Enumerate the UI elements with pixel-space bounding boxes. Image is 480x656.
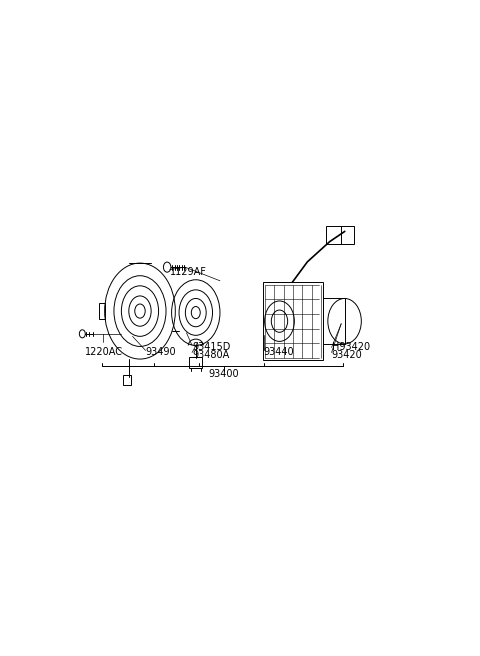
Bar	[189, 357, 203, 368]
Bar	[326, 226, 354, 244]
Bar	[263, 282, 323, 360]
Text: 93480A: 93480A	[192, 350, 229, 359]
Text: 93490: 93490	[145, 348, 176, 358]
Text: 93440: 93440	[264, 348, 295, 358]
Text: 1129AF: 1129AF	[170, 267, 206, 277]
Bar	[323, 298, 345, 344]
Text: H93420: H93420	[332, 342, 370, 352]
Text: 93415D: 93415D	[192, 342, 230, 352]
Text: 93400: 93400	[208, 369, 239, 379]
Text: 93420: 93420	[332, 350, 362, 359]
Bar	[123, 375, 132, 385]
Bar	[99, 304, 105, 319]
Text: 1220AC: 1220AC	[85, 348, 123, 358]
